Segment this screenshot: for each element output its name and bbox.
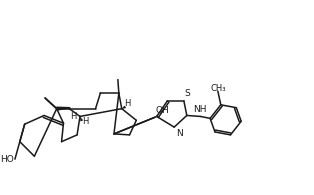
Text: HO: HO xyxy=(0,155,14,164)
Text: OH: OH xyxy=(156,106,170,115)
Polygon shape xyxy=(57,107,70,110)
Text: H: H xyxy=(124,99,130,108)
Text: NH: NH xyxy=(193,105,206,114)
Text: H: H xyxy=(70,112,77,121)
Text: H: H xyxy=(82,117,88,126)
Text: N: N xyxy=(176,129,183,138)
Text: S: S xyxy=(185,89,191,98)
Text: CH₃: CH₃ xyxy=(210,84,226,93)
